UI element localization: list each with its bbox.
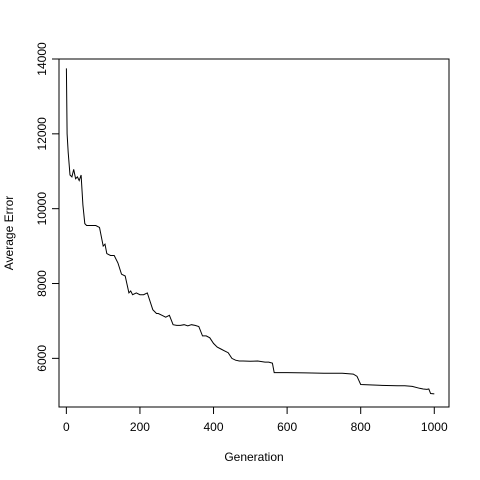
x-tick-label: 800 bbox=[351, 420, 371, 434]
y-axis-label: Average Error bbox=[2, 196, 16, 270]
y-tick-label: 12000 bbox=[35, 117, 49, 151]
plot-box bbox=[58, 58, 450, 408]
y-tick-label: 8000 bbox=[35, 270, 49, 297]
y-tick-label: 14000 bbox=[35, 42, 49, 76]
y-tick-label: 10000 bbox=[35, 192, 49, 226]
x-tick-label: 200 bbox=[130, 420, 150, 434]
x-tick-label: 1000 bbox=[421, 420, 448, 434]
series-group bbox=[65, 68, 435, 395]
axis-ticks: 0 200 400 600 800 1000 6000 8000 10000 12000 14000 bbox=[35, 42, 448, 434]
x-tick-label: 0 bbox=[63, 420, 70, 434]
x-axis-label: Generation bbox=[224, 450, 283, 464]
series-line bbox=[65, 68, 435, 395]
x-tick-label: 400 bbox=[204, 420, 224, 434]
x-tick-label: 600 bbox=[277, 420, 297, 434]
y-tick-label: 6000 bbox=[35, 345, 49, 372]
